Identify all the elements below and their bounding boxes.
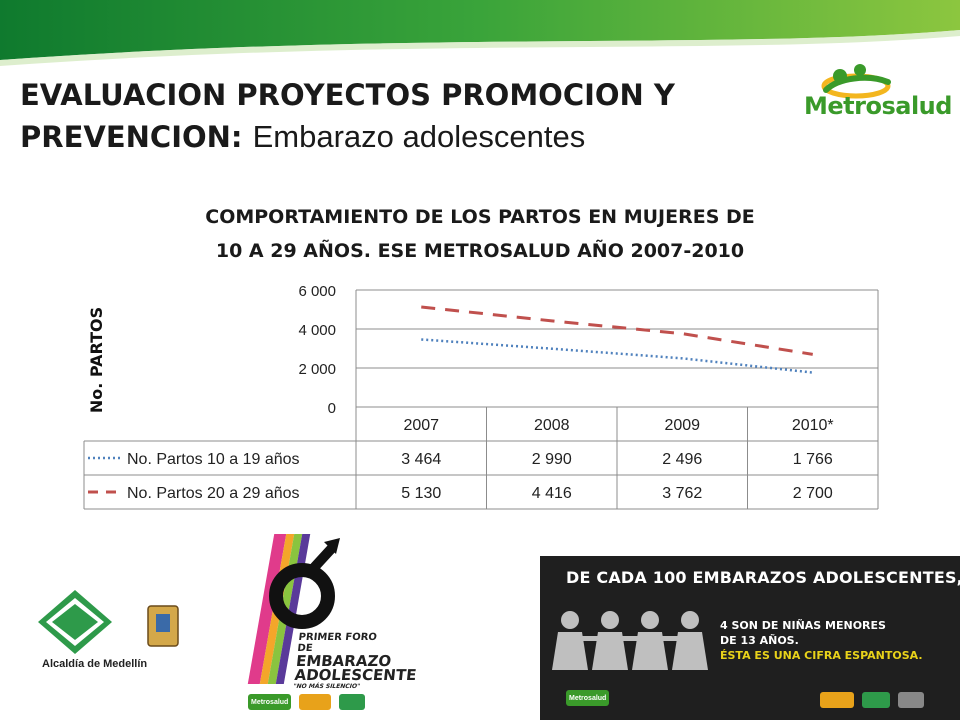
data-label: 2 496 xyxy=(662,451,702,468)
poster-metrosalud-logo: Metrosalud xyxy=(248,694,291,710)
y-tick-label: 2 000 xyxy=(298,361,336,378)
data-label: 5 130 xyxy=(401,485,441,502)
x-tick-label: 2010* xyxy=(792,417,834,434)
poster-sponsor-logos: Metrosalud xyxy=(248,694,365,710)
x-tick-label: 2009 xyxy=(664,417,700,434)
data-label: 1 766 xyxy=(793,451,833,468)
banner-line2: DE 13 AÑOS. xyxy=(720,633,950,648)
banner-right-logos xyxy=(820,692,924,708)
y-tick-label: 4 000 xyxy=(298,322,336,339)
data-label: 2 990 xyxy=(532,451,572,468)
alcaldia-caption: Alcaldía de Medellín xyxy=(42,658,147,670)
y-axis-label: No. PARTOS xyxy=(87,307,106,413)
forum-line3: ADOLESCENTE xyxy=(294,668,391,682)
series-line xyxy=(421,307,813,354)
paper-dolls-icon xyxy=(548,600,718,690)
forum-poster-text: PRIMER FORO DE EMBARAZO ADOLESCENTE "NO … xyxy=(293,632,395,692)
abramos-ojos-logo xyxy=(820,692,854,708)
data-label: 3 464 xyxy=(401,451,441,468)
poster-obra-logo xyxy=(339,694,365,710)
x-tick-label: 2007 xyxy=(403,417,439,434)
y-tick-label: 0 xyxy=(328,400,336,417)
alcaldia-medellin-logo: Alcaldía de Medellín xyxy=(20,578,220,708)
y-tick-label: 6 000 xyxy=(298,283,336,300)
banner-line3: ÉSTA ES UNA CIFRA ESPANTOSA. xyxy=(720,648,950,663)
banner-sponsor-logos: Metrosalud xyxy=(566,690,609,706)
banner-headline: DE CADA 100 EMBARAZOS ADOLESCENTES, xyxy=(566,568,960,587)
data-label: 2 700 xyxy=(793,485,833,502)
forum-line1: PRIMER FORO DE xyxy=(297,632,395,654)
forum-poster: PRIMER FORO DE EMBARAZO ADOLESCENTE "NO … xyxy=(232,524,392,720)
campaign-banner: DE CADA 100 EMBARAZOS ADOLESCENTES, 4 SO… xyxy=(540,556,960,720)
banner-body: 4 SON DE NIÑAS MENORES DE 13 AÑOS. ÉSTA … xyxy=(720,618,950,663)
data-label: 3 762 xyxy=(662,485,702,502)
legend-label: No. Partos 10 a 19 años xyxy=(127,451,300,468)
medellin-obra-icon xyxy=(20,578,220,658)
alcaldia-crest-icon xyxy=(898,692,924,708)
obra-con-amor-logo xyxy=(862,692,890,708)
poster-abramos-logo xyxy=(299,694,331,710)
x-tick-label: 2008 xyxy=(534,417,570,434)
data-label: 4 416 xyxy=(532,485,572,502)
banner-line1: 4 SON DE NIÑAS MENORES xyxy=(720,618,950,633)
legend-label: No. Partos 20 a 29 años xyxy=(127,485,300,502)
banner-metrosalud-logo: Metrosalud xyxy=(566,690,609,706)
